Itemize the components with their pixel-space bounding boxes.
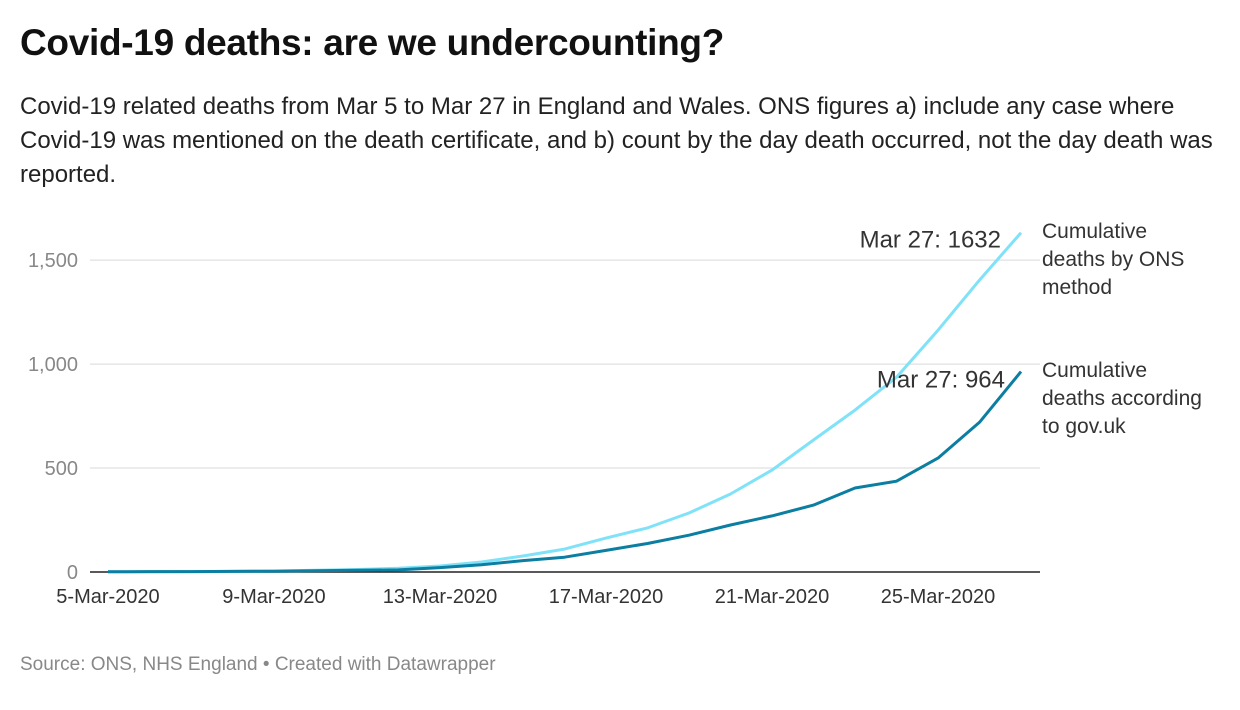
- y-tick-label: 1,500: [28, 250, 78, 272]
- x-tick-label: 21-Mar-2020: [715, 586, 830, 608]
- series-line: [107, 370, 1023, 574]
- x-tick-label: 9-Mar-2020: [222, 586, 325, 608]
- annotation: Mar 27: 1632: [860, 227, 1001, 254]
- series-label: Cumulative deaths by ONS method: [1042, 219, 1185, 299]
- y-tick-label: 1,000: [28, 354, 78, 376]
- x-tick-label: 25-Mar-2020: [881, 586, 996, 608]
- chart-title: Covid-19 deaths: are we undercounting?: [20, 22, 725, 63]
- series-label: Cumulative deaths according to gov.uk: [1042, 358, 1202, 438]
- annotation: Mar 27: 964: [877, 367, 1005, 394]
- chart-subtitle: Covid-19 related deaths from Mar 5 to Ma…: [20, 93, 1213, 188]
- series-line: [108, 231, 1023, 574]
- y-tick-label: 500: [45, 458, 78, 480]
- x-tick-label: 13-Mar-2020: [383, 586, 498, 608]
- x-tick-label: 17-Mar-2020: [549, 586, 664, 608]
- x-tick-label: 5-Mar-2020: [56, 586, 159, 608]
- y-tick-label: 0: [67, 562, 78, 584]
- source-note: Source: ONS, NHS England • Created with …: [20, 654, 496, 675]
